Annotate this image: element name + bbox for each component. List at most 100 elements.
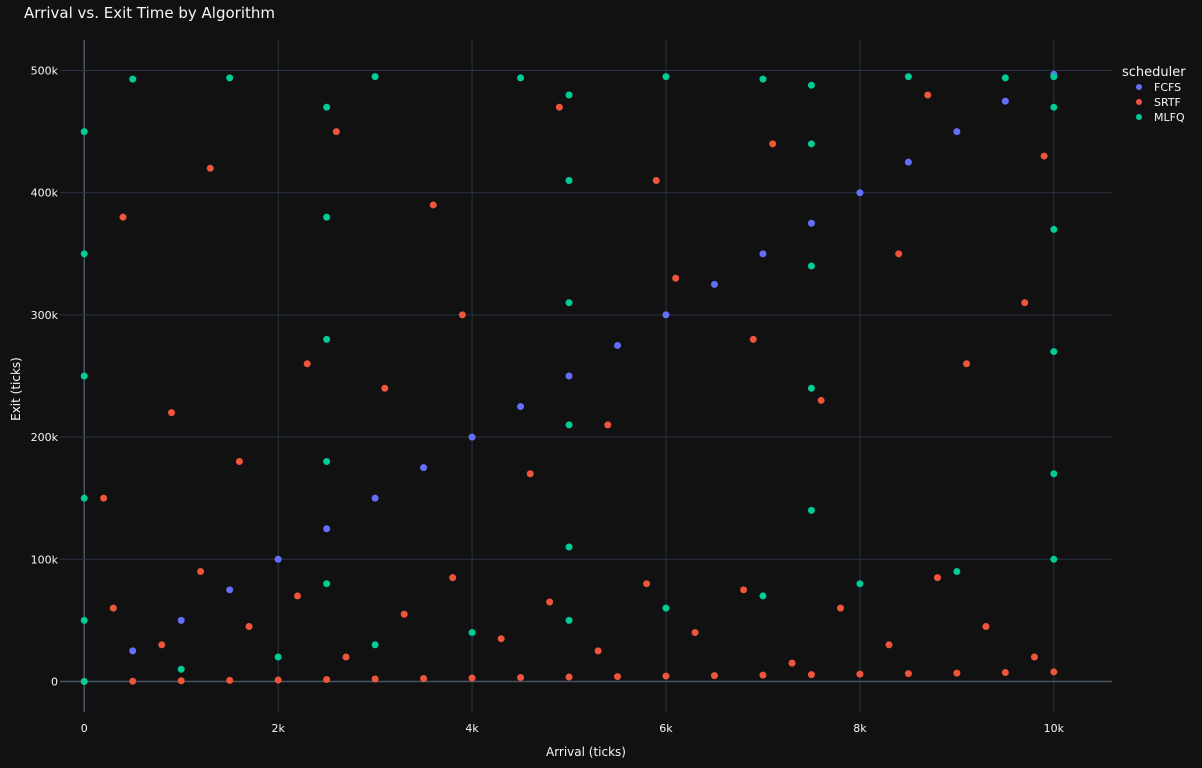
data-point xyxy=(895,250,903,258)
data-point xyxy=(1040,152,1048,160)
data-point xyxy=(643,580,651,588)
legend-item-fcfs[interactable]: FCFS xyxy=(1154,81,1181,94)
data-point xyxy=(1050,225,1058,233)
data-point xyxy=(604,421,612,429)
data-point xyxy=(109,604,117,612)
y-tick-label: 500k xyxy=(31,65,59,78)
data-point xyxy=(565,543,573,551)
data-point xyxy=(80,250,88,258)
data-point xyxy=(759,75,767,83)
data-point xyxy=(1050,73,1058,81)
legend-item-mlfq[interactable]: MLFQ xyxy=(1154,111,1185,124)
data-point xyxy=(400,610,408,618)
data-point xyxy=(749,335,757,343)
data-point xyxy=(759,671,767,679)
data-point xyxy=(381,384,389,392)
data-point xyxy=(662,672,670,680)
data-point xyxy=(303,360,311,368)
data-point xyxy=(235,458,243,466)
data-point xyxy=(759,592,767,600)
data-point xyxy=(837,604,845,612)
data-point xyxy=(1030,653,1038,661)
data-point xyxy=(226,586,234,594)
data-point xyxy=(371,675,379,683)
data-point xyxy=(80,677,88,685)
data-point xyxy=(119,213,127,221)
data-point xyxy=(652,177,660,185)
legend[interactable]: scheduler FCFS SRTF MLFQ xyxy=(1122,65,1186,124)
data-point xyxy=(129,647,137,655)
data-point xyxy=(807,506,815,514)
data-point xyxy=(80,128,88,136)
data-point xyxy=(517,674,525,682)
data-point xyxy=(323,525,331,533)
data-point xyxy=(982,622,990,630)
data-point xyxy=(274,676,282,684)
data-point xyxy=(662,604,670,612)
data-point xyxy=(497,635,505,643)
data-point xyxy=(672,274,680,282)
data-point xyxy=(517,403,525,411)
data-point xyxy=(710,672,718,680)
y-tick-label: 300k xyxy=(31,309,59,322)
data-point xyxy=(904,158,912,166)
data-point xyxy=(807,671,815,679)
data-point xyxy=(885,641,893,649)
data-point xyxy=(807,219,815,227)
data-point xyxy=(614,341,622,349)
data-point xyxy=(323,580,331,588)
data-point xyxy=(856,580,864,588)
data-point xyxy=(294,592,302,600)
data-point xyxy=(691,629,699,637)
y-axis-title: Exit (ticks) xyxy=(9,357,23,421)
data-point xyxy=(80,372,88,380)
data-point xyxy=(458,311,466,319)
data-point xyxy=(546,598,554,606)
data-point xyxy=(1001,669,1009,677)
grid-lines xyxy=(60,40,1112,712)
data-point xyxy=(158,641,166,649)
series-mlfq xyxy=(80,73,1058,685)
data-point xyxy=(1050,555,1058,563)
data-point xyxy=(80,616,88,624)
data-point xyxy=(332,128,340,136)
data-point xyxy=(933,574,941,582)
data-point xyxy=(323,458,331,466)
data-point xyxy=(565,421,573,429)
data-point xyxy=(100,494,108,502)
data-point xyxy=(555,103,563,111)
data-point xyxy=(953,128,961,136)
x-tick-label: 2k xyxy=(271,722,285,735)
data-point xyxy=(769,140,777,148)
y-tick-label: 400k xyxy=(31,187,59,200)
data-point xyxy=(856,189,864,197)
data-point xyxy=(710,280,718,288)
data-point xyxy=(565,616,573,624)
x-tick-label: 10k xyxy=(1044,722,1065,735)
data-point xyxy=(807,262,815,270)
data-point xyxy=(807,384,815,392)
data-point xyxy=(1021,299,1029,307)
data-point xyxy=(517,74,525,82)
data-point xyxy=(759,250,767,258)
data-point xyxy=(565,91,573,99)
data-point xyxy=(274,653,282,661)
data-point xyxy=(807,81,815,89)
data-point xyxy=(226,74,234,82)
data-point xyxy=(449,574,457,582)
data-point xyxy=(526,470,534,478)
data-point xyxy=(429,201,437,209)
data-point xyxy=(1050,103,1058,111)
data-point xyxy=(371,641,379,649)
data-point xyxy=(323,335,331,343)
legend-item-srtf[interactable]: SRTF xyxy=(1154,96,1181,109)
data-point xyxy=(177,665,185,673)
data-point xyxy=(662,311,670,319)
chart-title: Arrival vs. Exit Time by Algorithm xyxy=(24,4,275,22)
data-point xyxy=(953,669,961,677)
data-point xyxy=(323,213,331,221)
y-tick-label: 100k xyxy=(31,553,59,566)
data-point xyxy=(245,622,253,630)
data-point xyxy=(468,433,476,441)
